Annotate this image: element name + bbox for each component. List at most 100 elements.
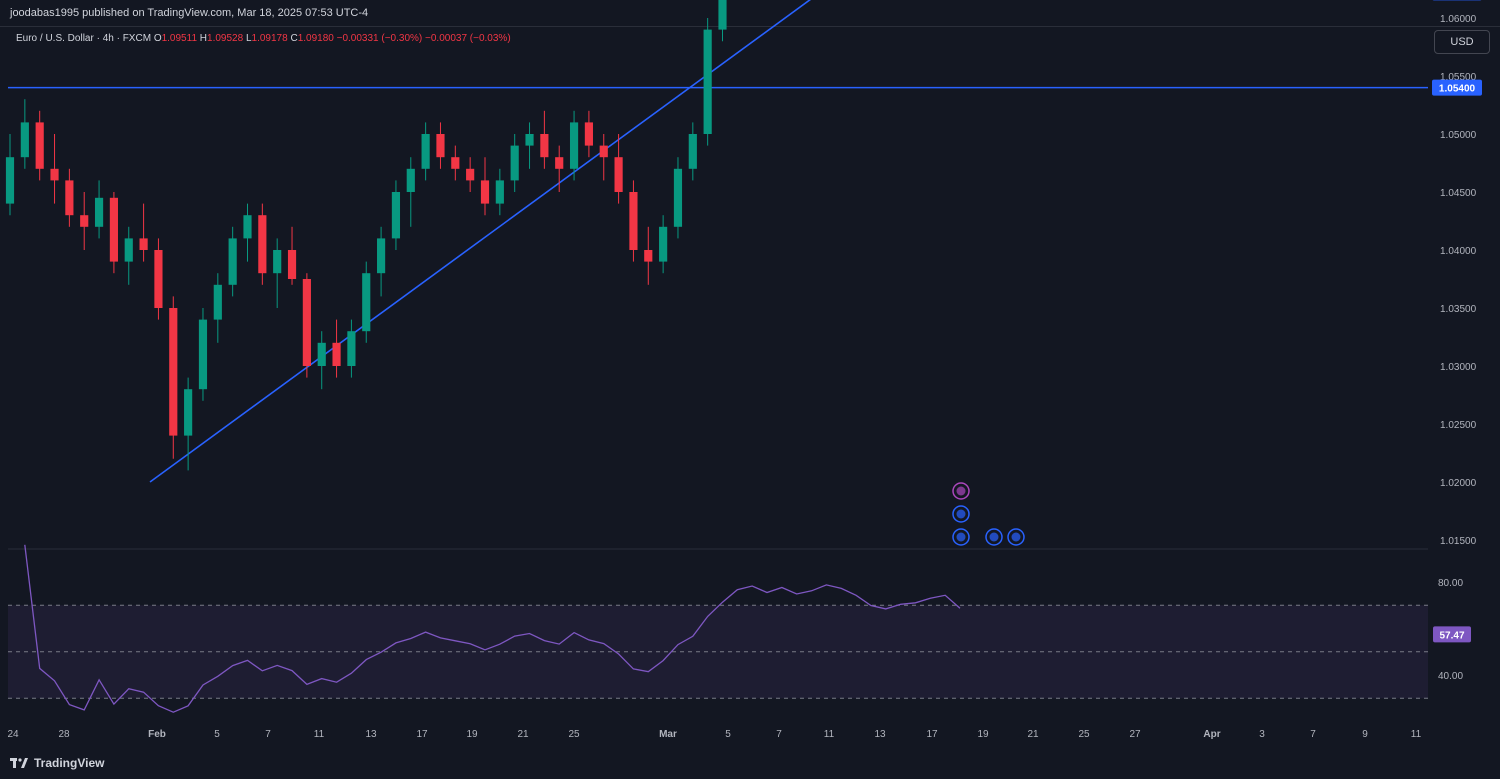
symbol-legend: Euro / U.S. Dollar · 4h · FXCM O1.09511 … — [16, 33, 511, 44]
time-axis-label: 5 — [725, 729, 731, 740]
candle-body — [377, 238, 386, 274]
candle-body — [287, 250, 297, 279]
price-axis-label: 1.05500 — [1440, 72, 1477, 83]
time-axis-label: 17 — [926, 729, 938, 740]
chart-area[interactable] — [0, 26, 1500, 752]
tradingview-logo[interactable]: TradingView — [10, 756, 104, 770]
candle-body — [629, 192, 638, 250]
candle-body — [347, 331, 356, 366]
candle-body — [109, 197, 118, 262]
candle-body — [50, 168, 59, 181]
price-axis-label: 1.02500 — [1440, 420, 1477, 431]
candle-body — [317, 342, 326, 366]
candle-body — [391, 192, 401, 239]
published-info: joodabas1995 published on TradingView.co… — [10, 7, 369, 19]
currency-button[interactable]: USD — [1434, 30, 1490, 54]
rsi-value-label: 57.47 — [1439, 630, 1464, 641]
open-label: O — [153, 33, 162, 44]
change-value: −0.00331 (−0.30%) — [336, 33, 423, 44]
candle-body — [124, 238, 133, 262]
candle-body — [20, 122, 29, 158]
rsi-value-tag — [1433, 626, 1471, 643]
time-axis-label: 3 — [1259, 729, 1265, 740]
time-axis-label: Mar — [659, 729, 677, 740]
high-label: H — [199, 33, 208, 44]
candle-body — [540, 134, 549, 158]
time-axis-label: 11 — [314, 729, 325, 740]
candle-body — [184, 389, 193, 436]
close-label: C — [290, 33, 298, 44]
candle-body — [451, 157, 460, 169]
level-price-tag — [1432, 79, 1482, 96]
time-axis-label: 7 — [265, 729, 271, 740]
time-axis-label: 24 — [7, 729, 19, 740]
price-axis-label: 1.02000 — [1440, 478, 1477, 489]
event-marker-dot — [956, 486, 966, 496]
candle-body — [688, 134, 697, 169]
candle-body — [65, 180, 74, 216]
candle-body — [139, 238, 148, 250]
candle-body — [525, 134, 534, 146]
candle-body — [406, 168, 415, 192]
price-axis-label: 1.05000 — [1440, 130, 1477, 141]
candle-body — [614, 157, 623, 192]
candle-body — [94, 197, 104, 227]
candle-body — [243, 215, 252, 239]
time-axis-label: 7 — [1310, 729, 1316, 740]
candle-body — [480, 180, 490, 204]
high-value: 1.09528 — [207, 33, 244, 44]
publish-bar: joodabas1995 published on TradingView.co… — [0, 0, 1500, 26]
rsi-line — [24, 544, 961, 713]
candle-body — [80, 215, 89, 227]
tradingview-brand: TradingView — [34, 756, 105, 770]
price-axis-label: 1.03500 — [1440, 304, 1477, 315]
time-axis-label: 9 — [1362, 729, 1368, 740]
candle-body — [510, 145, 519, 181]
candle-body — [718, 0, 727, 30]
price-axis-label: 1.04500 — [1440, 188, 1477, 199]
time-axis-label: 19 — [977, 729, 989, 740]
candle-body — [584, 122, 593, 146]
candle-body — [569, 122, 579, 169]
candle-body — [599, 145, 608, 158]
candle-body — [213, 284, 222, 320]
candle-body — [169, 308, 178, 436]
event-marker-dot — [956, 532, 966, 542]
rsi-axis-label: 40.00 — [1438, 671, 1463, 682]
time-axis-label: Feb — [148, 729, 166, 740]
candle-body — [362, 273, 371, 332]
candle-body — [436, 134, 445, 158]
event-marker-dot — [956, 509, 966, 519]
candle-body — [302, 279, 311, 366]
time-axis-label: 28 — [58, 729, 70, 740]
change-value-2: −0.00037 (−0.03%) — [425, 33, 511, 44]
time-axis-label: 25 — [568, 729, 580, 740]
rsi-band — [8, 605, 1428, 699]
candle-body — [35, 122, 44, 169]
low-value: 1.09178 — [251, 33, 288, 44]
time-axis-label: 25 — [1078, 729, 1090, 740]
time-axis-label: 13 — [365, 729, 377, 740]
rsi-axis-label: 80.00 — [1438, 578, 1463, 589]
candle-body — [332, 342, 341, 366]
time-axis-label: 27 — [1129, 729, 1141, 740]
price-axis-label: 1.06000 — [1440, 14, 1477, 25]
candle-body — [673, 168, 683, 227]
footer-bar — [0, 751, 1500, 779]
time-axis-label: Apr — [1203, 729, 1220, 740]
candle-body — [466, 168, 475, 181]
candle-body — [495, 180, 504, 204]
candle-body — [154, 250, 163, 308]
time-axis-label: 11 — [824, 729, 835, 740]
low-label: L — [245, 33, 252, 44]
time-axis-label: 21 — [1027, 729, 1039, 740]
event-marker-dot — [1011, 532, 1021, 542]
candle-body — [273, 250, 282, 274]
close-value: 1.09180 — [297, 33, 334, 44]
open-value: 1.09511 — [161, 33, 197, 44]
time-axis-label: 11 — [1411, 729, 1422, 740]
symbol-title[interactable]: Euro / U.S. Dollar · 4h · FXCM — [16, 33, 152, 44]
time-axis-label: 13 — [874, 729, 886, 740]
time-axis-label: 5 — [214, 729, 220, 740]
